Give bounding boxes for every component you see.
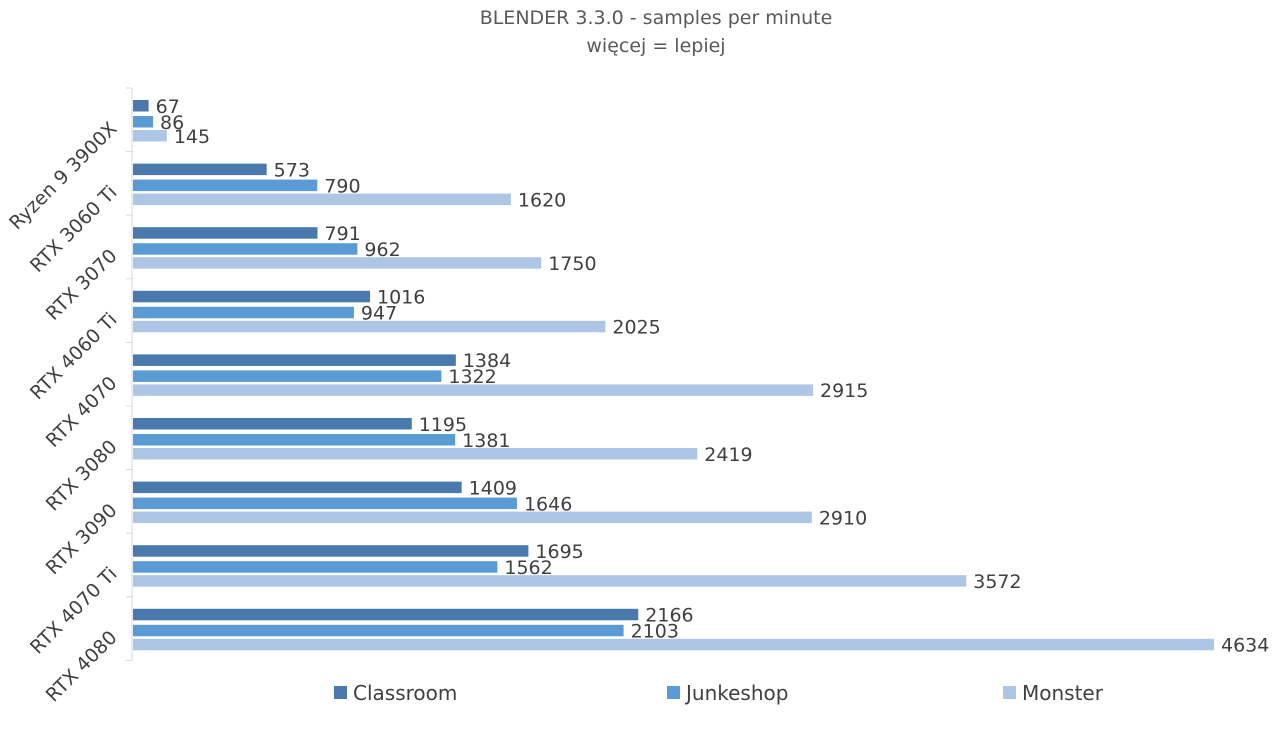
bar-junkeshop: [133, 116, 154, 128]
bar-monster: [133, 130, 167, 142]
bars-layer: [133, 100, 1214, 651]
bar-classroom: [133, 418, 412, 430]
data-label: 145: [174, 126, 210, 148]
bar-junkeshop: [133, 434, 456, 446]
bar-monster: [133, 257, 542, 269]
chart-title: BLENDER 3.3.0 - samples per minute: [480, 7, 833, 29]
data-label: 86: [160, 112, 184, 134]
bar-monster: [133, 384, 813, 396]
data-label: 1195: [419, 414, 467, 436]
data-label: 2166: [645, 605, 693, 627]
legend-label: Classroom: [353, 681, 457, 705]
legend-label: Junkeshop: [684, 681, 788, 705]
data-label: 790: [324, 175, 360, 197]
bar-monster: [133, 638, 1214, 651]
data-label: 1381: [462, 430, 510, 452]
chart-subtitle: więcej = lepiej: [586, 35, 725, 57]
bar-classroom: [133, 227, 318, 239]
data-label: 3572: [973, 571, 1021, 593]
data-label: 1620: [518, 189, 566, 211]
legend-label: Monster: [1022, 681, 1104, 705]
bar-classroom: [133, 100, 149, 112]
legend-item-monster: Monster: [1003, 681, 1104, 705]
bar-classroom: [133, 354, 456, 366]
bar-classroom: [133, 163, 267, 176]
data-label: 1016: [377, 287, 425, 309]
data-label: 1695: [535, 541, 583, 563]
data-label: 1384: [463, 350, 511, 372]
category-label: Ryzen 9 3900X: [5, 118, 121, 234]
bar-junkeshop: [133, 306, 354, 319]
data-label: 2419: [704, 444, 752, 466]
legend-item-classroom: Classroom: [334, 681, 457, 705]
legend: Classroom Junkeshop Monster: [334, 681, 1104, 705]
data-label: 1562: [504, 557, 552, 579]
bar-junkeshop: [133, 370, 442, 382]
data-label: 947: [361, 303, 397, 325]
data-label: 1646: [524, 493, 572, 515]
data-label: 1322: [448, 366, 496, 388]
data-label: 2915: [820, 380, 868, 402]
data-label: 67: [156, 96, 180, 118]
bar-monster: [133, 448, 698, 460]
data-label: 791: [325, 223, 361, 245]
legend-swatch: [667, 686, 680, 699]
data-label: 2103: [631, 621, 679, 643]
bar-classroom: [133, 545, 529, 557]
data-label: 2910: [819, 507, 867, 529]
data-label: 1409: [469, 477, 517, 499]
legend-swatch: [1003, 686, 1016, 699]
legend-item-junkeshop: Junkeshop: [667, 681, 788, 705]
bar-classroom: [133, 481, 462, 494]
data-label: 962: [364, 239, 400, 261]
bar-monster: [133, 575, 967, 587]
bar-junkeshop: [133, 561, 498, 573]
bar-junkeshop: [133, 243, 358, 255]
data-label: 2025: [612, 317, 660, 339]
bar-junkeshop: [133, 497, 517, 510]
data-label: 1750: [548, 253, 596, 275]
bar-junkeshop: [133, 624, 624, 637]
bar-junkeshop: [133, 179, 318, 192]
data-label: 573: [274, 159, 310, 181]
bar-classroom: [133, 608, 639, 621]
bar-monster: [133, 511, 812, 524]
bar-monster: [133, 320, 606, 333]
bar-classroom: [133, 290, 371, 303]
data-label: 4634: [1221, 635, 1269, 657]
bar-monster: [133, 193, 511, 206]
legend-swatch: [334, 686, 347, 699]
